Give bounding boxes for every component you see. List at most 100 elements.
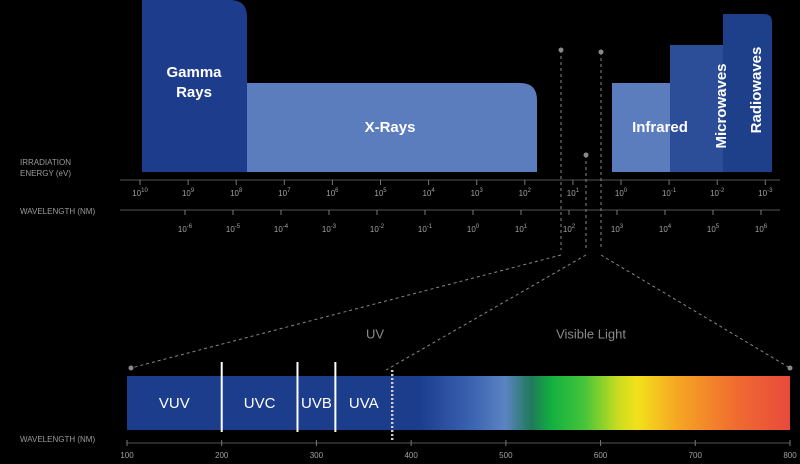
tick-exponent: -1	[427, 224, 433, 230]
tick-label: 500	[499, 451, 513, 460]
tick-label: 103	[611, 224, 624, 235]
region-label: Visible Light	[556, 326, 626, 341]
tick-label: 100	[467, 224, 480, 235]
tick-base: 10	[274, 225, 283, 234]
tick-base: 10	[758, 189, 767, 198]
tick-base: 10	[370, 225, 379, 234]
band-label: VUV	[159, 395, 190, 412]
tick-exponent: 2	[528, 188, 532, 194]
band-label: UVB	[301, 395, 332, 412]
tick-exponent: 10	[141, 188, 148, 194]
tick-label: 101	[515, 224, 528, 235]
tick-label: 10-4	[274, 224, 289, 235]
tick-base: 10	[519, 189, 528, 198]
tick-label: 106	[755, 224, 768, 235]
tick-label: 800	[783, 451, 797, 460]
spectrum-bar	[127, 376, 790, 430]
tick-label: 104	[422, 188, 435, 199]
block-label: Microwaves	[713, 63, 730, 148]
tick-label: 102	[519, 188, 532, 199]
tick-exponent: 4	[668, 224, 672, 230]
tick-exponent: 0	[476, 224, 480, 230]
tick-label: 10-1	[662, 188, 677, 199]
tick-label: 1010	[132, 188, 148, 199]
tick-label: 106	[326, 188, 339, 199]
block-label: Radiowaves	[748, 47, 765, 134]
tick-label: 10-3	[758, 188, 773, 199]
tick-base: 10	[659, 225, 668, 234]
tick-base: 10	[278, 189, 287, 198]
tick-exponent: 6	[764, 224, 768, 230]
tick-exponent: -6	[187, 224, 193, 230]
tick-base: 10	[182, 189, 191, 198]
tick-label: 101	[567, 188, 580, 199]
block-label: X-Rays	[365, 119, 416, 136]
tick-label: 100	[120, 451, 134, 460]
tick-base: 10	[418, 225, 427, 234]
tick-exponent: 2	[572, 224, 576, 230]
connectors	[130, 50, 791, 371]
tick-label: 10-5	[226, 224, 241, 235]
tick-exponent: -2	[379, 224, 385, 230]
axis-label: IRRADIATION	[20, 158, 71, 167]
tick-label: 10-3	[322, 224, 337, 235]
tick-label: 10-1	[418, 224, 433, 235]
tick-base: 10	[230, 189, 239, 198]
tick-label: 300	[310, 451, 324, 460]
region-label: UV	[366, 326, 384, 341]
tick-label: 105	[707, 224, 720, 235]
tick-label: 107	[278, 188, 291, 199]
tick-exponent: 9	[191, 188, 195, 194]
block-label: Gamma	[166, 64, 222, 81]
band-label: UVC	[244, 395, 276, 412]
tick-label: 108	[230, 188, 243, 199]
tick-exponent: -1	[671, 188, 677, 194]
tick-exponent: 1	[576, 188, 580, 194]
tick-label: 100	[615, 188, 628, 199]
tick-label: 10-2	[370, 224, 385, 235]
axis-label: WAVELENGTH (NM)	[20, 207, 95, 216]
tick-label: 10-6	[178, 224, 193, 235]
tick-base: 10	[611, 225, 620, 234]
tick-base: 10	[422, 189, 431, 198]
tick-base: 10	[226, 225, 235, 234]
tick-exponent: 1	[524, 224, 528, 230]
tick-exponent: 5	[383, 188, 387, 194]
tick-base: 10	[707, 225, 716, 234]
tick-exponent: -5	[235, 224, 241, 230]
tick-exponent: 6	[335, 188, 339, 194]
tick-label: 700	[689, 451, 703, 460]
tick-base: 10	[322, 225, 331, 234]
tick-base: 10	[374, 189, 383, 198]
tick-exponent: -4	[283, 224, 289, 230]
tick-exponent: 3	[620, 224, 624, 230]
tick-base: 10	[471, 189, 480, 198]
tick-base: 10	[567, 189, 576, 198]
tick-label: 103	[471, 188, 484, 199]
gamma-block	[142, 0, 247, 172]
tick-label: 109	[182, 188, 195, 199]
axis-label: WAVELENGTH (NM)	[20, 435, 95, 444]
tick-base: 10	[615, 189, 624, 198]
tick-label: 200	[215, 451, 229, 460]
tick-base: 10	[178, 225, 187, 234]
tick-base: 10	[755, 225, 764, 234]
tick-exponent: 3	[479, 188, 483, 194]
tick-exponent: -3	[767, 188, 773, 194]
connector-dots	[128, 47, 793, 371]
tick-exponent: 0	[624, 188, 628, 194]
tick-label: 104	[659, 224, 672, 235]
tick-base: 10	[132, 189, 141, 198]
tick-label: 400	[404, 451, 418, 460]
block-label: Infrared	[632, 119, 688, 136]
tick-base: 10	[326, 189, 335, 198]
tick-exponent: -2	[719, 188, 725, 194]
tick-base: 10	[563, 225, 572, 234]
tick-exponent: 5	[716, 224, 720, 230]
radiowave-block	[723, 14, 772, 172]
tick-base: 10	[515, 225, 524, 234]
microwave-block	[670, 45, 740, 172]
block-label: Rays	[176, 84, 212, 101]
tick-exponent: -3	[331, 224, 337, 230]
